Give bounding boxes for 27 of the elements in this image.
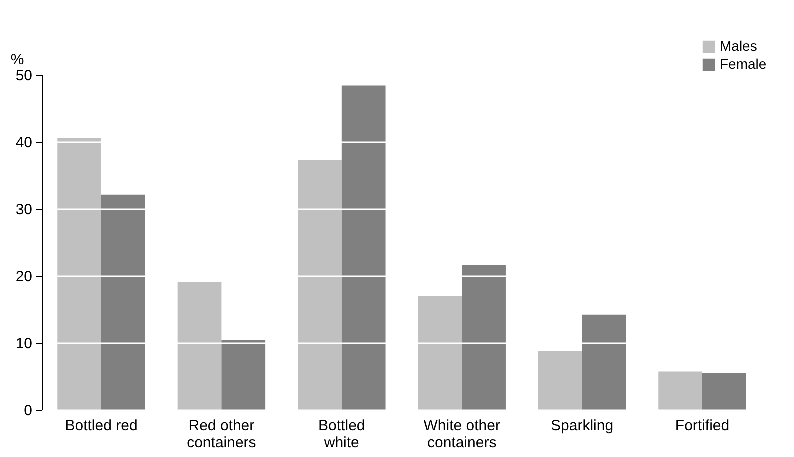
y-tick-label: 40 — [16, 134, 32, 152]
y-tick-label: 10 — [16, 336, 32, 352]
bar — [102, 194, 146, 410]
y-tick-label: 20 — [16, 268, 32, 286]
y-tick-label: 50 — [16, 68, 32, 84]
y-tick-label: 0 — [24, 402, 32, 420]
bar — [342, 86, 386, 410]
bar — [702, 373, 746, 410]
x-tick-label: Bottled red — [65, 418, 138, 434]
y-axis-title: % — [10, 52, 24, 68]
bar — [462, 265, 506, 410]
legend-label: Female — [720, 56, 767, 72]
bar — [538, 351, 582, 410]
y-tick-label: 30 — [16, 202, 32, 218]
bar — [298, 160, 342, 410]
x-tick-label: Red other containers — [187, 418, 256, 452]
bar — [222, 340, 266, 410]
legend-label: Males — [720, 38, 758, 54]
x-tick-label: Sparkling — [551, 418, 614, 434]
x-tick-label: Fortified — [675, 418, 730, 434]
bar — [58, 138, 102, 410]
bar — [658, 372, 702, 410]
bar — [582, 314, 626, 410]
bar — [418, 296, 462, 410]
x-tick-label: Bottled white — [318, 418, 366, 452]
x-tick-label: White other containers — [424, 418, 500, 452]
bar — [178, 282, 222, 410]
